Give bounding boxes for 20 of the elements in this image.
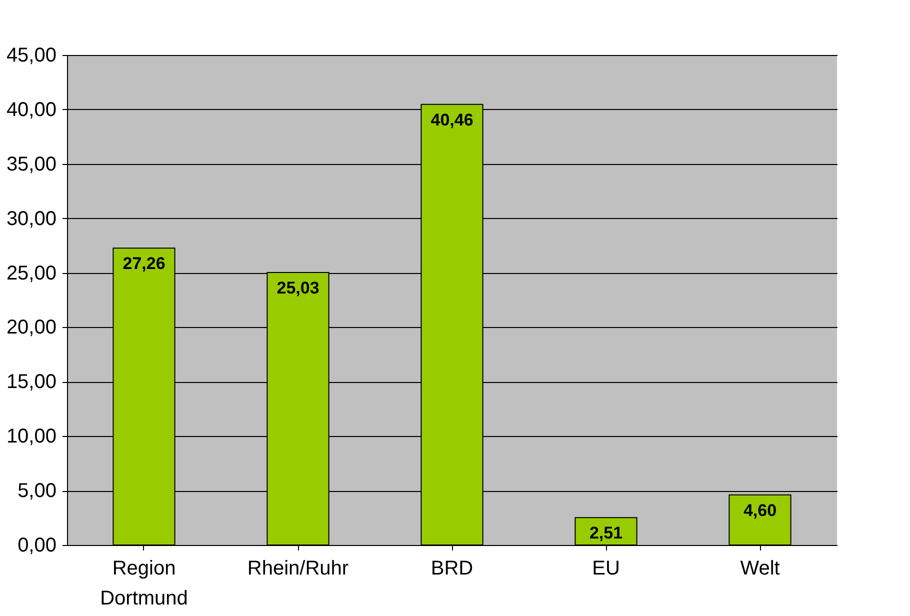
data-label: 4,60 — [743, 500, 777, 520]
y-tick-label: 20,00 — [6, 316, 56, 339]
y-tick-label: 25,00 — [6, 262, 56, 284]
y-tick-label: 45,00 — [6, 44, 56, 66]
y-tick-label: 5,00 — [18, 480, 56, 502]
y-tick-label: 0,00 — [18, 534, 56, 556]
y-tick-label: 10,00 — [6, 426, 56, 448]
y-tick-label: 40,00 — [6, 98, 56, 121]
y-tick-label: 15,00 — [6, 371, 56, 394]
data-label: 27,26 — [122, 254, 166, 274]
data-label: 40,46 — [430, 110, 474, 130]
data-label: 2,51 — [589, 524, 623, 543]
x-tick-label: EU — [592, 558, 620, 580]
y-tick-label: 30,00 — [6, 208, 56, 230]
y-tick-label: 35,00 — [6, 153, 56, 176]
x-tick-label: BRD — [430, 558, 474, 580]
x-tick-label: Region Dortmund — [100, 558, 188, 610]
data-label: 25,03 — [276, 278, 320, 298]
x-tick-label: Welt — [740, 558, 780, 580]
x-tick-label: Rhein/Ruhr — [247, 558, 349, 580]
